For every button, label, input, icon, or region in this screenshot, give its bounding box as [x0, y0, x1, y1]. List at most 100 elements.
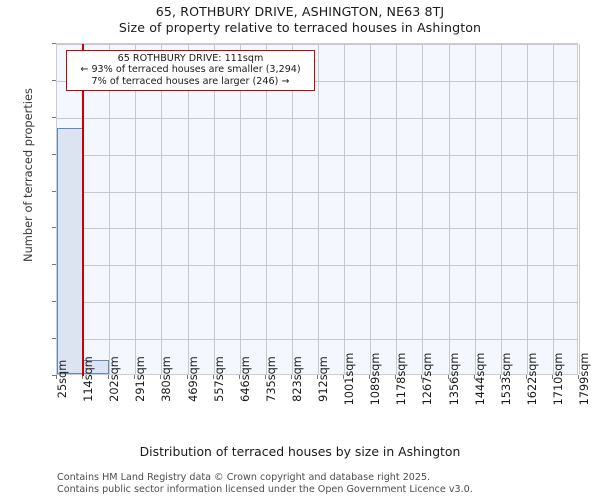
- gridline-vertical: [579, 44, 580, 374]
- x-axis-tick-label: 1089sqm: [369, 352, 383, 406]
- x-axis-tick: 912sqm: [310, 356, 330, 438]
- x-axis-tick-label: 1533sqm: [499, 352, 513, 406]
- x-axis-tick: 1356sqm: [441, 353, 461, 438]
- y-axis-tick-mark: [52, 338, 56, 340]
- gridline-vertical: [318, 44, 319, 374]
- chart-title: 65, ROTHBURY DRIVE, ASHINGTON, NE63 8TJ: [155, 4, 445, 19]
- x-axis-tick-label: 25sqm: [56, 359, 69, 399]
- y-axis-tick-mark: [52, 301, 56, 303]
- x-axis-tick-mark: [525, 375, 527, 379]
- y-axis-tick-mark: [52, 43, 56, 44]
- x-axis-tick-label: 1267sqm: [421, 352, 435, 406]
- x-axis-tick-label: 735sqm: [264, 356, 278, 402]
- x-axis-label: Distribution of terraced houses by size …: [139, 444, 461, 459]
- gridline-horizontal: [57, 154, 577, 156]
- gridline-horizontal: [57, 302, 577, 304]
- x-axis-tick-label: 469sqm: [186, 356, 200, 402]
- y-axis-tick-mark: [52, 227, 56, 229]
- footer-line-2: Contains public sector information licen…: [57, 483, 473, 495]
- x-axis-tick-label: 557sqm: [212, 356, 226, 402]
- x-axis-tick: 1444sqm: [467, 353, 487, 438]
- x-axis-tick-label: 1710sqm: [551, 352, 565, 406]
- x-axis-tick-mark: [56, 375, 57, 379]
- x-axis-tick-label: 1001sqm: [343, 352, 357, 406]
- x-axis-tick-mark: [290, 375, 292, 379]
- plot-area: [56, 43, 580, 376]
- x-axis-tick: 1267sqm: [414, 353, 434, 438]
- x-axis-tick-label: 202sqm: [108, 356, 122, 402]
- gridline-vertical: [291, 44, 293, 374]
- x-axis-tick-mark: [238, 375, 240, 379]
- y-axis-tick-mark: [52, 153, 56, 155]
- x-axis-tick-label: 1178sqm: [395, 352, 409, 406]
- y-axis-tick-mark: [52, 116, 56, 118]
- y-axis-tick-mark: [52, 375, 56, 376]
- bar: [57, 127, 84, 374]
- x-axis-tick: 1178sqm: [388, 353, 408, 438]
- gridline-vertical: [474, 44, 476, 374]
- gridline-horizontal: [57, 117, 577, 119]
- x-axis-tick-label: 1622sqm: [525, 352, 539, 406]
- property-marker-line: [82, 44, 85, 376]
- y-axis-label: Number of terraced properties: [21, 88, 35, 262]
- x-axis-tick: 646sqm: [232, 356, 252, 438]
- property-annotation-box: 65 ROTHBURY DRIVE: 111sqm ← 93% of terra…: [66, 50, 315, 91]
- x-axis-tick-mark: [82, 375, 84, 379]
- x-axis-tick: 823sqm: [284, 356, 304, 438]
- x-axis-tick: 1533sqm: [493, 353, 513, 438]
- x-axis-tick-mark: [473, 375, 475, 379]
- gridline-vertical: [161, 44, 163, 374]
- y-axis-tick-mark: [52, 79, 56, 81]
- x-axis-tick-label: 1356sqm: [447, 352, 461, 406]
- gridline-vertical: [422, 44, 424, 374]
- gridline-vertical: [265, 44, 267, 374]
- gridline-horizontal: [57, 80, 577, 82]
- x-axis-tick: 1089sqm: [362, 353, 382, 438]
- x-axis-tick-label: 380sqm: [160, 356, 174, 402]
- x-axis-tick: 735sqm: [258, 356, 278, 438]
- x-axis-tick-label: 912sqm: [317, 356, 330, 402]
- gridline-vertical: [213, 44, 215, 374]
- x-axis-tick-mark: [369, 375, 371, 379]
- x-axis-tick: 1622sqm: [519, 353, 539, 438]
- x-axis-tick-label: 1799sqm: [578, 352, 591, 406]
- gridline-vertical: [135, 44, 137, 374]
- x-axis-tick-mark: [447, 375, 449, 379]
- x-axis-tick-mark: [551, 375, 553, 379]
- x-axis-tick-label: 291sqm: [134, 356, 148, 402]
- gridline-horizontal: [57, 339, 577, 341]
- gridline-vertical: [109, 44, 111, 374]
- annotation-line-1: 65 ROTHBURY DRIVE: 111sqm: [117, 53, 264, 64]
- annotation-line-2: ← 93% of terraced houses are smaller (3,…: [80, 64, 301, 76]
- y-axis-tick-mark: [52, 264, 56, 266]
- annotation-line-3: 7% of terraced houses are larger (246) →: [91, 75, 290, 87]
- gridline-vertical: [448, 44, 450, 374]
- gridline-horizontal: [57, 44, 577, 45]
- gridline-vertical: [500, 44, 502, 374]
- x-axis-tick-mark: [212, 375, 214, 379]
- x-axis-tick-mark: [499, 375, 501, 379]
- gridline-vertical: [552, 44, 554, 374]
- gridline-vertical: [526, 44, 528, 374]
- x-axis-tick: 202sqm: [101, 356, 121, 438]
- gridline-horizontal: [57, 265, 577, 267]
- x-axis-tick-label: 1444sqm: [473, 352, 487, 406]
- x-axis-tick: 1710sqm: [545, 353, 565, 438]
- x-axis-tick-mark: [264, 375, 266, 379]
- footer-attribution: Contains HM Land Registry data © Crown c…: [57, 472, 473, 496]
- x-axis-tick-label: 823sqm: [290, 356, 304, 402]
- x-axis-tick-mark: [108, 375, 110, 379]
- x-axis-tick-mark: [134, 375, 136, 379]
- gridline-vertical: [239, 44, 241, 374]
- x-axis-tick-mark: [395, 375, 397, 379]
- chart-subtitle: Size of property relative to terraced ho…: [118, 20, 482, 35]
- gridline-horizontal: [57, 228, 577, 230]
- x-axis-tick-mark: [160, 375, 162, 379]
- x-axis-tick: 469sqm: [180, 356, 200, 438]
- x-axis-tick: 380sqm: [153, 356, 173, 438]
- x-axis-tick: 557sqm: [206, 356, 226, 438]
- x-axis-tick: 25sqm: [49, 360, 69, 438]
- gridline-vertical: [370, 44, 372, 374]
- gridline-vertical: [396, 44, 398, 374]
